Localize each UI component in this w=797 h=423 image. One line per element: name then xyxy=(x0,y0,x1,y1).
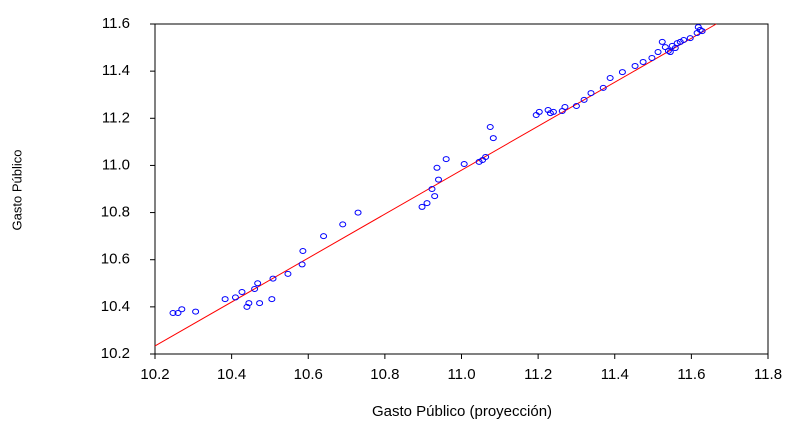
x-tick-label: 11.0 xyxy=(447,366,475,383)
x-tick-label: 10.4 xyxy=(217,366,246,383)
point xyxy=(178,306,186,313)
y-tick-label: 11.0 xyxy=(102,156,130,173)
point xyxy=(460,161,468,168)
point xyxy=(698,28,706,35)
point xyxy=(489,135,497,142)
y-tick-label: 10.2 xyxy=(101,345,130,362)
point xyxy=(169,309,177,316)
point xyxy=(254,280,262,287)
point xyxy=(238,289,246,296)
point xyxy=(418,203,426,210)
point xyxy=(639,58,647,65)
point xyxy=(658,38,666,45)
point xyxy=(572,103,580,110)
point xyxy=(320,233,328,240)
point xyxy=(251,285,259,292)
point xyxy=(631,62,639,69)
point xyxy=(606,74,614,81)
point xyxy=(618,69,626,76)
x-tick-label: 11.4 xyxy=(601,366,629,383)
point xyxy=(243,303,251,310)
point xyxy=(354,209,362,216)
point xyxy=(680,37,688,44)
point xyxy=(174,309,182,316)
x-tick-label: 11.6 xyxy=(677,366,705,383)
y-tick-label: 11.4 xyxy=(102,62,130,79)
y-tick-label: 10.8 xyxy=(101,204,130,221)
y-tick-label: 10.4 xyxy=(101,298,130,315)
point xyxy=(299,247,307,254)
point xyxy=(561,103,569,110)
point xyxy=(666,49,674,56)
point xyxy=(654,49,662,56)
point xyxy=(599,84,607,91)
fit-line xyxy=(154,23,717,347)
x-tick-label: 10.2 xyxy=(140,366,169,383)
point xyxy=(433,164,441,171)
point xyxy=(231,294,239,301)
x-tick-label: 10.6 xyxy=(294,366,323,383)
point xyxy=(580,96,588,103)
point xyxy=(298,261,306,268)
point xyxy=(486,124,494,131)
point xyxy=(192,308,200,315)
y-axis-label: Gasto Público xyxy=(9,150,24,231)
x-tick-label: 10.8 xyxy=(370,366,399,383)
point xyxy=(245,300,253,307)
point xyxy=(648,54,656,61)
y-tick-label: 10.6 xyxy=(101,251,130,268)
point xyxy=(535,108,543,115)
point xyxy=(339,221,347,228)
point xyxy=(284,270,292,277)
point xyxy=(482,153,490,160)
point xyxy=(221,296,229,303)
point xyxy=(664,47,672,54)
point xyxy=(268,296,276,303)
point xyxy=(431,193,439,200)
point xyxy=(686,35,694,42)
point xyxy=(256,300,264,307)
point xyxy=(694,24,702,31)
point xyxy=(442,156,450,163)
point xyxy=(428,186,436,192)
x-tick-label: 11.8 xyxy=(754,366,782,383)
point xyxy=(269,275,277,282)
point xyxy=(549,108,557,115)
point xyxy=(435,176,443,183)
y-tick-label: 11.2 xyxy=(102,109,130,126)
x-tick-label: 11.2 xyxy=(524,366,552,383)
point xyxy=(587,90,595,97)
y-tick-label: 11.6 xyxy=(102,15,130,32)
point xyxy=(423,200,431,207)
x-axis-label: Gasto Público (proyección) xyxy=(372,403,552,420)
